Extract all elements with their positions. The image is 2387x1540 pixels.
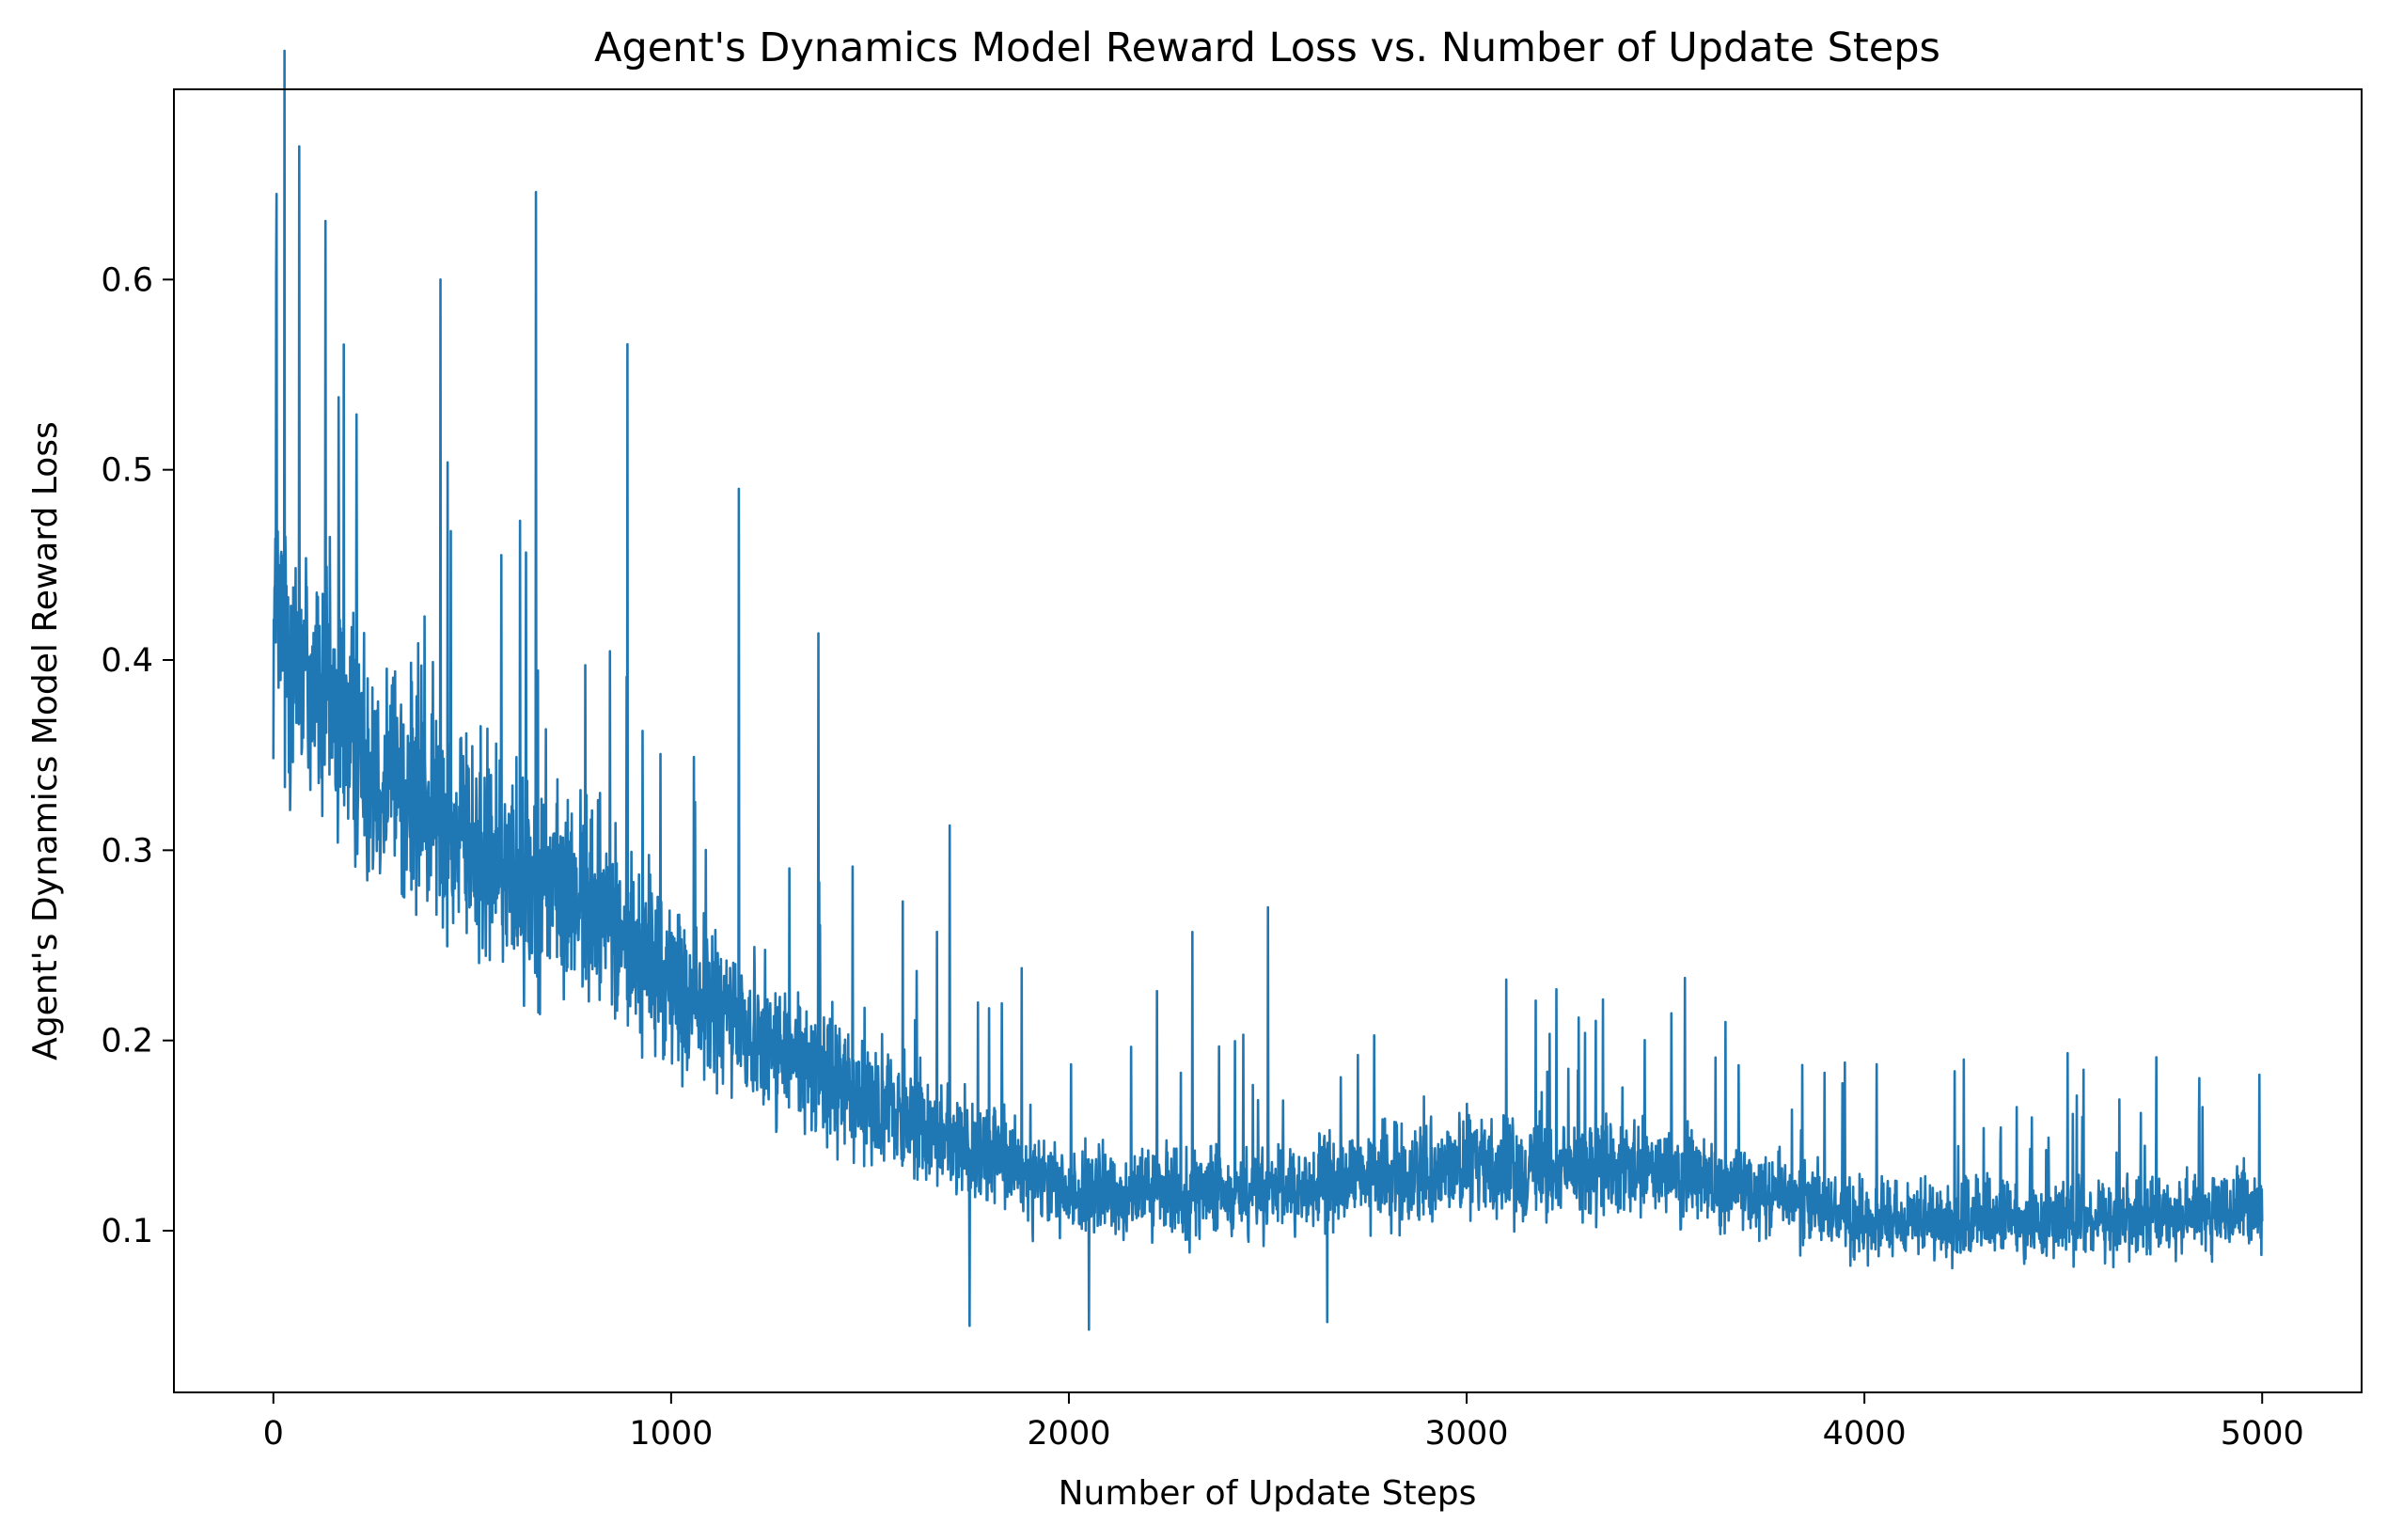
x-tick-label: 1000 bbox=[629, 1415, 713, 1453]
series-layer bbox=[272, 49, 2264, 1331]
chart-title: Agent's Dynamics Model Reward Loss vs. N… bbox=[594, 24, 1940, 71]
series-line bbox=[272, 49, 2264, 1331]
x-axis-label: Number of Update Steps bbox=[1059, 1474, 1477, 1513]
x-axis: 0 1000 2000 3000 4000 5000 bbox=[263, 1392, 2304, 1453]
y-tick-label: 0.2 bbox=[101, 1023, 153, 1061]
plot-frame bbox=[173, 88, 2363, 1393]
x-tick-label: 3000 bbox=[1425, 1415, 1509, 1453]
x-tick-label: 4000 bbox=[1823, 1415, 1907, 1453]
x-tick-label: 2000 bbox=[1027, 1415, 1110, 1453]
y-axis-label: Agent's Dynamics Model Reward Loss bbox=[26, 421, 65, 1061]
y-tick-label: 0.1 bbox=[101, 1213, 153, 1250]
y-axis: 0.1 0.2 0.3 0.4 0.5 0.6 bbox=[101, 261, 174, 1250]
y-tick-label: 0.3 bbox=[101, 832, 153, 870]
x-tick-label: 0 bbox=[263, 1415, 284, 1453]
y-tick-label: 0.6 bbox=[101, 261, 153, 299]
x-tick-label: 5000 bbox=[2221, 1415, 2304, 1453]
y-tick-label: 0.4 bbox=[101, 642, 153, 680]
y-tick-label: 0.5 bbox=[101, 452, 153, 490]
